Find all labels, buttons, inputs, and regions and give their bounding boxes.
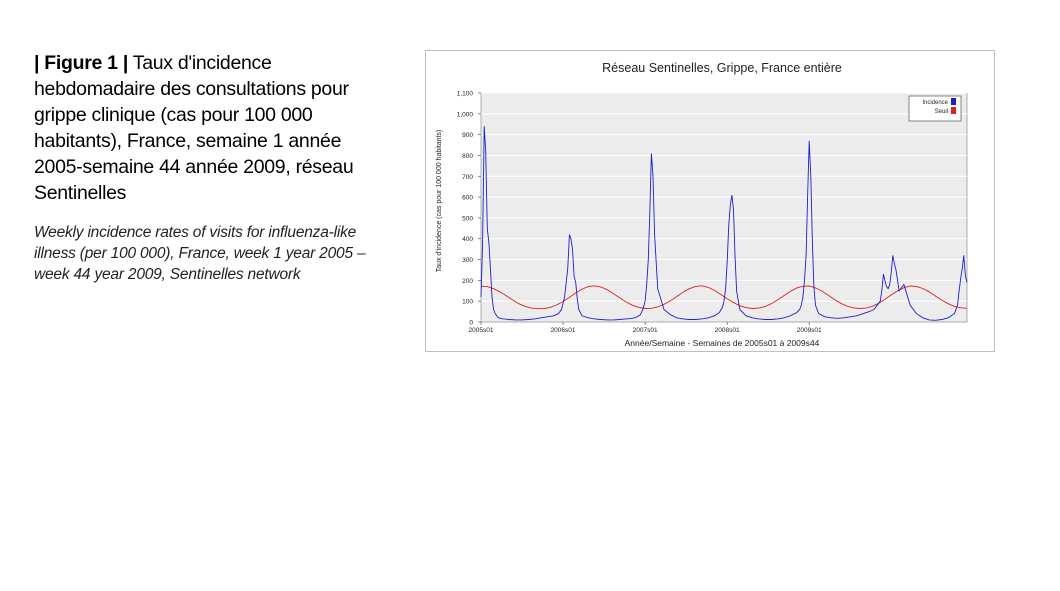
y-axis-label: Taux d'incidence (cas pour 100 000 habit…	[436, 130, 443, 273]
chart-title: Réseau Sentinelles, Grippe, France entiè…	[602, 61, 842, 75]
legend-swatch-seuil	[951, 107, 956, 114]
y-tick-label: 600	[462, 195, 473, 202]
legend-label-seuil: Seuil	[935, 109, 948, 115]
figure-caption: | Figure 1 | Taux d'incidence hebdomadai…	[34, 50, 394, 285]
x-axis-ticks: 2005s01 2006s01 2007s01 2008s01 2009s01	[469, 322, 822, 334]
figure-label: | Figure 1 |	[34, 52, 128, 74]
gridlines	[481, 92, 967, 302]
y-axis-ticks: 0 100 200 300 400 500 600 700 800 900 1,000 1,100	[457, 91, 481, 327]
y-tick-label: 1,100	[457, 91, 474, 98]
y-tick-label: 200	[462, 278, 473, 285]
series-lines	[480, 126, 968, 321]
caption-english: Weekly incidence rates of visits for inf…	[34, 224, 366, 283]
legend-label-incidence: Incidence	[922, 100, 948, 106]
series-line-incidence	[480, 126, 968, 321]
line-chart: Réseau Sentinelles, Grippe, France entiè…	[436, 61, 968, 348]
x-tick-label: 2009s01	[797, 327, 822, 334]
y-tick-label: 900	[462, 132, 473, 139]
x-tick-label: 2007s01	[633, 327, 658, 334]
x-tick-label: 2006s01	[551, 327, 576, 334]
plot-area	[480, 92, 968, 323]
y-tick-label: 300	[462, 257, 473, 264]
legend-swatch-incidence	[951, 98, 956, 105]
chart-frame: Réseau Sentinelles, Grippe, France entiè…	[425, 50, 995, 352]
y-tick-label: 500	[462, 215, 473, 222]
y-tick-label: 700	[462, 174, 473, 181]
x-tick-label: 2005s01	[469, 327, 494, 334]
x-axis-label: Année/Semaine - Semaines de 2005s01 à 20…	[625, 338, 820, 348]
caption-french: | Figure 1 | Taux d'incidence hebdomadai…	[34, 50, 394, 206]
series-line-seuil	[480, 285, 968, 310]
y-tick-label: 800	[462, 153, 473, 160]
y-tick-label: 100	[462, 299, 473, 306]
caption-french-text: Taux d'incidence hebdomadaire des consul…	[34, 52, 354, 204]
y-tick-label: 400	[462, 236, 473, 243]
x-tick-label: 2008s01	[715, 327, 740, 334]
y-tick-label: 1,000	[457, 111, 474, 118]
y-tick-label: 0	[469, 320, 473, 327]
chart-legend: Incidence Seuil	[908, 95, 962, 122]
